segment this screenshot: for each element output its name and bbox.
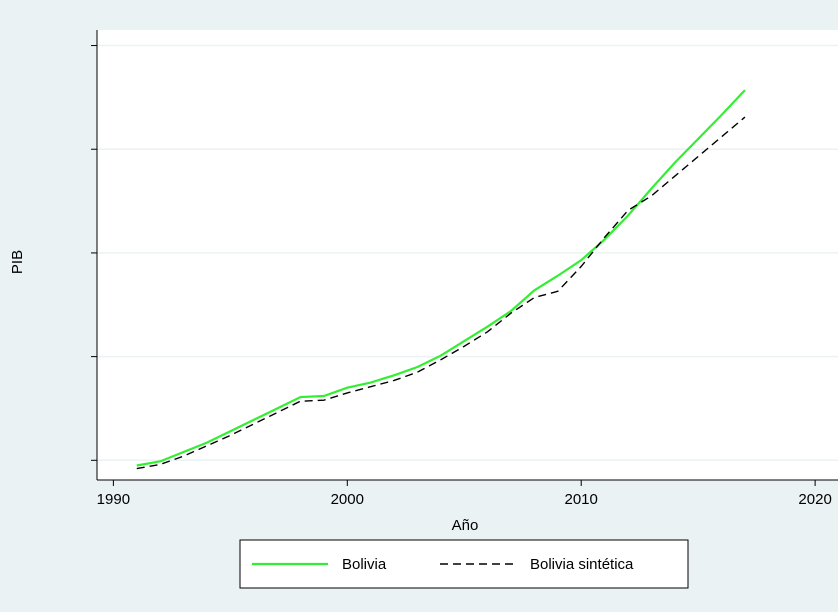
x-axis-label: Año <box>452 517 479 534</box>
series-line <box>136 89 746 467</box>
x-tick-label: 2010 <box>565 491 598 508</box>
legend-label: Bolivia sintética <box>530 556 634 573</box>
x-tick-label: 2020 <box>798 491 831 508</box>
legend-label: Bolivia <box>342 556 387 573</box>
x-tick-label: 1990 <box>97 491 130 508</box>
x-tick-label: 2000 <box>331 491 364 508</box>
y-axis-label: PIB <box>9 250 26 274</box>
plot-area <box>97 30 838 480</box>
series-line <box>136 116 746 470</box>
